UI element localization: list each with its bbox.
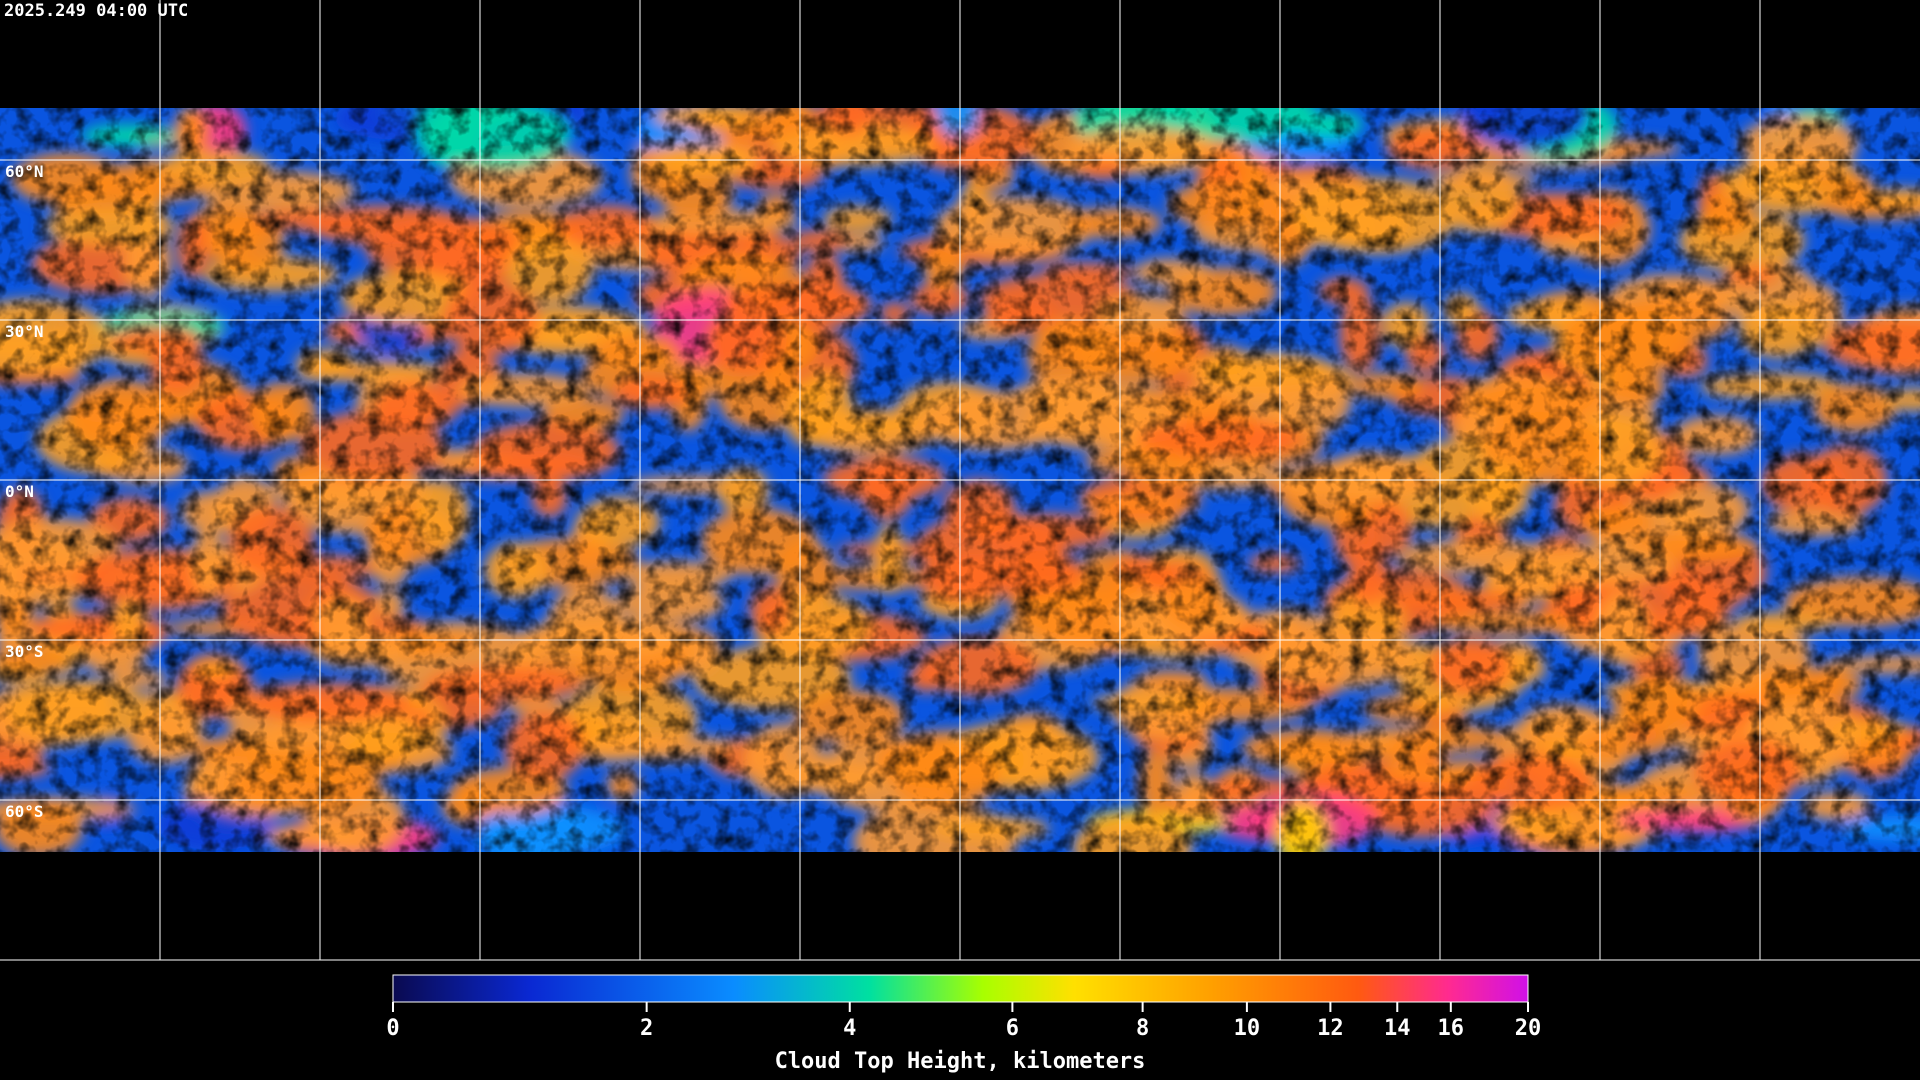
latitude-label: 0°N [5,482,34,501]
colorbar-label: Cloud Top Height, kilometers [775,1049,1146,1074]
colorbar-tick-label: 12 [1317,1016,1344,1041]
timestamp: 2025.249 04:00 UTC [4,1,188,21]
latitude-label: 60°S [5,802,44,821]
colorbar-ticks: 0 2 4 6 8 10 12 14 16 20 [386,1002,1541,1041]
colorbar-tick-label: 8 [1136,1016,1149,1041]
colorbar-tick-label: 0 [386,1016,399,1041]
colorbar-tick-label: 16 [1438,1016,1465,1041]
colorbar-tick-label: 14 [1384,1016,1411,1041]
colorbar [392,974,1529,1003]
colorbar-tick-label: 10 [1234,1016,1261,1041]
colorbar-tick-label: 20 [1515,1016,1542,1041]
colorbar-tick-label: 2 [640,1016,653,1041]
graticule: 60°N 30°N 0°N 30°S 60°S [0,0,1920,961]
latitude-label: 30°S [5,642,44,661]
colorbar-tick-label: 6 [1006,1016,1019,1041]
latitude-label: 30°N [5,322,44,341]
latitude-label: 60°N [5,162,44,181]
colorbar-tick-label: 4 [843,1016,856,1041]
